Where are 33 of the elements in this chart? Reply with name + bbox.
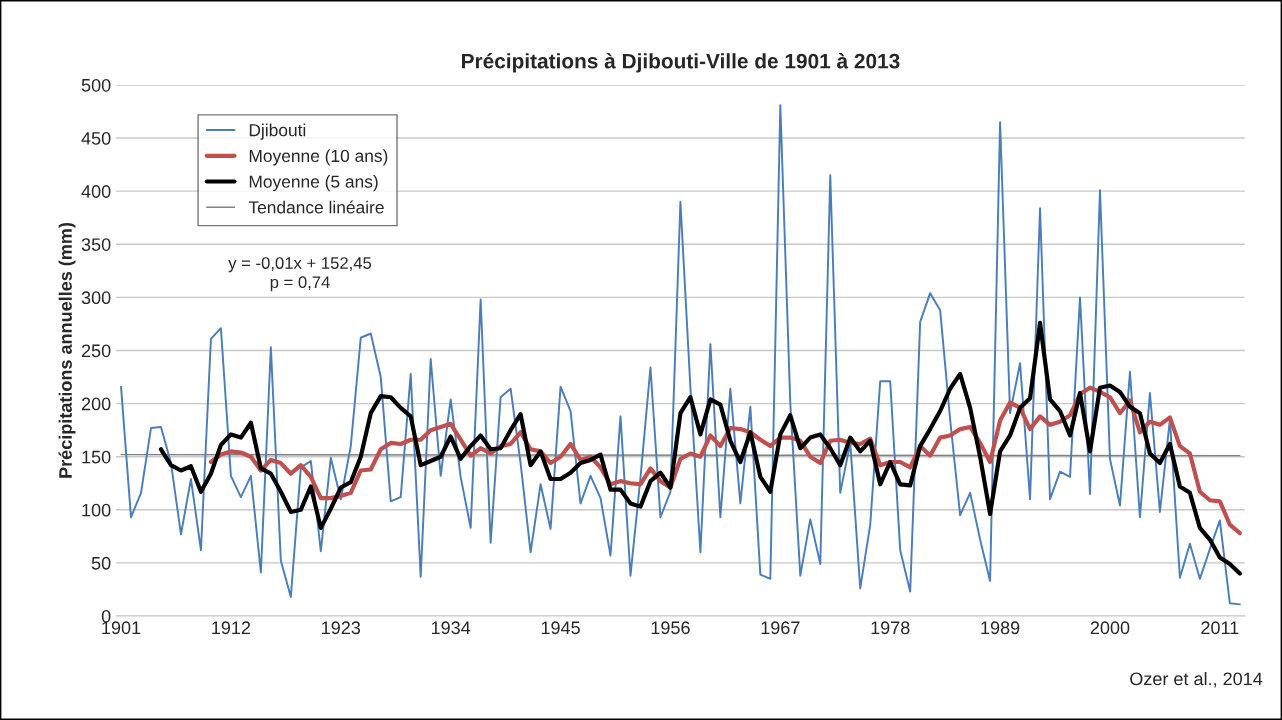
x-tick-label: 2011 (1201, 621, 1239, 635)
y-tick-label: 350 (81, 238, 111, 251)
x-tick-label: 1956 (651, 621, 690, 635)
annotation: y = -0,01x + 152,45 (228, 257, 372, 273)
x-tick-label: 1945 (541, 621, 580, 635)
y-axis-title: Précipitations annuelles (mm) (58, 222, 76, 478)
y-tick-label: 500 (81, 78, 111, 92)
text: Ozer et al., 2014 (1130, 671, 1263, 688)
legend-label: Moyenne (10 ans) (249, 149, 388, 166)
legend-label: Djibouti (249, 123, 306, 140)
x-tick-label: 1901 (102, 621, 141, 635)
y-tick-label: 200 (81, 397, 111, 411)
annotation: p = 0,74 (270, 276, 330, 292)
line-series (120, 104, 1241, 606)
x-tick-label: 1934 (431, 621, 471, 635)
y-tick-label: 50 (91, 556, 111, 570)
y-tick-label: 250 (81, 344, 111, 358)
legend-label: Tendance linéaire (248, 200, 384, 214)
x-tick-label: 1978 (871, 621, 910, 635)
x-tick-label: 1923 (322, 621, 361, 635)
y-tick-label: 300 (81, 291, 111, 305)
y-tick-label: 150 (82, 450, 111, 464)
y-tick-label: 450 (81, 132, 111, 145)
x-tick-label: 2000 (1090, 621, 1130, 635)
x-tick-label: 1989 (981, 621, 1020, 635)
chart-title: Précipitations à Djibouti-Ville de 1901 à 2013 (462, 53, 900, 73)
x-tick-label: 1912 (212, 621, 251, 635)
y-tick-label: 400 (81, 185, 111, 198)
x-tick-label: 1967 (761, 621, 800, 635)
y-tick-label: 100 (82, 503, 111, 517)
line-series (158, 320, 1242, 576)
y-tick-label: 0 (101, 609, 111, 623)
legend-label: Moyenne (5 ans) (249, 175, 378, 192)
